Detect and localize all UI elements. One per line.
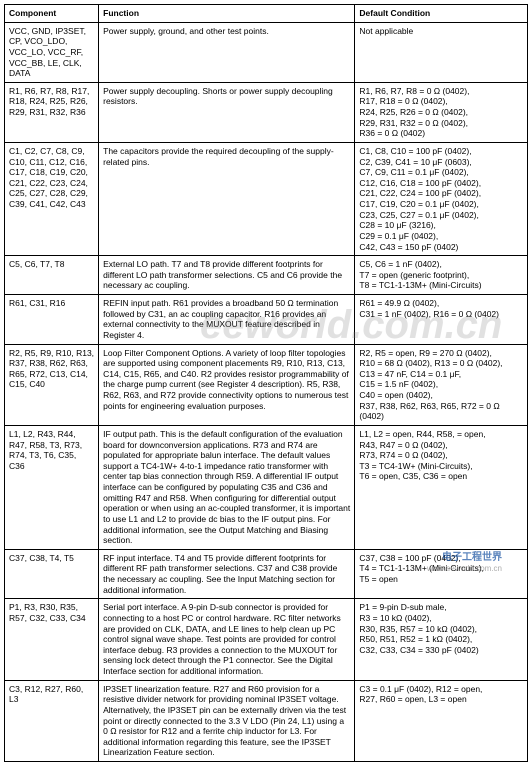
cell-component: R2, R5, R9, R10, R13, R37, R38, R62, R63… [5,344,99,425]
cell-default: R1, R6, R7, R8 = 0 Ω (0402), R17, R18 = … [355,82,528,142]
cell-default: L1, L2 = open, R44, R58, = open, R43, R4… [355,425,528,549]
cell-default: C1, C8, C10 = 100 pF (0402), C2, C39, C4… [355,142,528,255]
cell-default: R61 = 49.9 Ω (0402), C31 = 1 nF (0402), … [355,295,528,345]
cell-function: IF output path. This is the default conf… [99,425,355,549]
table-header-row: Component Function Default Condition [5,5,528,23]
table-row: R61, C31, R16REFIN input path. R61 provi… [5,295,528,345]
cell-component: L1, L2, R43, R44, R47, R58, T3, R73, R74… [5,425,99,549]
cell-default: Not applicable [355,22,528,82]
cell-default: R2, R5 = open, R9 = 270 Ω (0402), R10 = … [355,344,528,425]
table-row: C1, C2, C7, C8, C9, C10, C11, C12, C16, … [5,142,528,255]
cell-component: C5, C6, T7, T8 [5,256,99,295]
cell-component: P1, R3, R30, R35, R57, C32, C33, C34 [5,599,99,680]
cell-function: Serial port interface. A 9-pin D-sub con… [99,599,355,680]
table-row: C3, R12, R27, R60, L3IP3SET linearizatio… [5,680,528,761]
table-row: VCC, GND, IP3SET, CP, VCO_LDO, VCC_LO, V… [5,22,528,82]
cell-component: R61, C31, R16 [5,295,99,345]
cell-default: C3 = 0.1 μF (0402), R12 = open, R27, R60… [355,680,528,761]
cell-component: C37, C38, T4, T5 [5,549,99,599]
table-row: P1, R3, R30, R35, R57, C32, C33, C34Seri… [5,599,528,680]
col-header-component: Component [5,5,99,23]
cell-component: C1, C2, C7, C8, C9, C10, C11, C12, C16, … [5,142,99,255]
table-row: R1, R6, R7, R8, R17, R18, R24, R25, R26,… [5,82,528,142]
cell-function: RF input interface. T4 and T5 provide di… [99,549,355,599]
component-table: Component Function Default Condition VCC… [4,4,528,762]
col-header-default: Default Condition [355,5,528,23]
cell-default: C37, C38 = 100 pF (0402), T4 = TC1-1-13M… [355,549,528,599]
cell-function: Power supply decoupling. Shorts or power… [99,82,355,142]
table-row: R2, R5, R9, R10, R13, R37, R38, R62, R63… [5,344,528,425]
cell-function: Power supply, ground, and other test poi… [99,22,355,82]
cell-default: C5, C6 = 1 nF (0402), T7 = open (generic… [355,256,528,295]
cell-function: Loop Filter Component Options. A variety… [99,344,355,425]
cell-component: VCC, GND, IP3SET, CP, VCO_LDO, VCC_LO, V… [5,22,99,82]
cell-function: IP3SET linearization feature. R27 and R6… [99,680,355,761]
table-row: C37, C38, T4, T5RF input interface. T4 a… [5,549,528,599]
table-row: L1, L2, R43, R44, R47, R58, T3, R73, R74… [5,425,528,549]
cell-component: R1, R6, R7, R8, R17, R18, R24, R25, R26,… [5,82,99,142]
cell-function: External LO path. T7 and T8 provide diff… [99,256,355,295]
cell-function: The capacitors provide the required deco… [99,142,355,255]
cell-component: C3, R12, R27, R60, L3 [5,680,99,761]
cell-function: REFIN input path. R61 provides a broadba… [99,295,355,345]
col-header-function: Function [99,5,355,23]
cell-default: P1 = 9-pin D-sub male, R3 = 10 kΩ (0402)… [355,599,528,680]
table-row: C5, C6, T7, T8External LO path. T7 and T… [5,256,528,295]
